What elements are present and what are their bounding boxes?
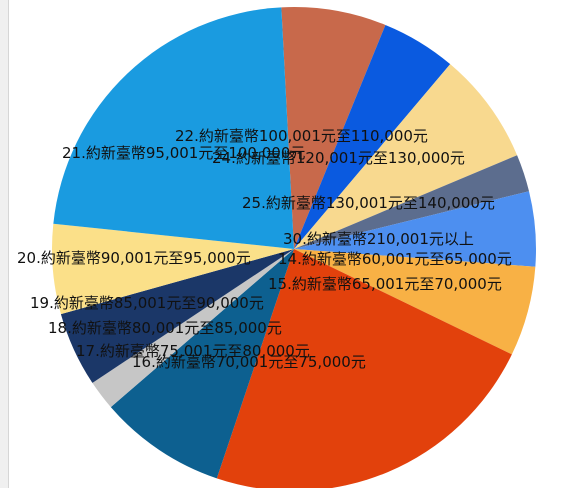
pie-slice[interactable]: [216, 249, 512, 488]
pie-slice[interactable]: [294, 64, 518, 249]
slice-label: 25.約新臺幣130,001元至140,000元: [242, 194, 495, 212]
pie-slice[interactable]: [294, 249, 536, 355]
slice-label: 21.約新臺幣95,001元至100,000元: [62, 144, 305, 162]
slice-label: 16.約新臺幣70,001元至75,000元: [132, 353, 366, 371]
slice-label: 19.約新臺幣85,001元至90,000元: [30, 294, 264, 312]
pie-slice[interactable]: [53, 7, 294, 249]
pie-slice[interactable]: [110, 249, 294, 479]
pie-slice[interactable]: [52, 223, 295, 315]
pie-labels: 22.約新臺幣100,001元至110,000元 24.約新臺幣120,001元至…: [17, 127, 512, 371]
slice-label: 14.約新臺幣60,001元至65,000元: [278, 250, 512, 268]
slice-label: 17.約新臺幣75,001元至80,000元: [76, 342, 310, 360]
pie-slice[interactable]: [92, 249, 295, 408]
slice-label: 18.約新臺幣80,001元至85,000元: [48, 319, 282, 337]
pie-slice[interactable]: [294, 24, 451, 249]
pie-slice[interactable]: [294, 155, 530, 249]
window-left-border: [0, 0, 9, 488]
pie-slice[interactable]: [281, 6, 386, 250]
pie-slice[interactable]: [294, 191, 536, 267]
slice-label: 24.約新臺幣120,001元至130,000元: [212, 149, 465, 167]
pie-slices: [52, 6, 536, 488]
slice-label: 15.約新臺幣65,001元至70,000元: [268, 275, 502, 293]
slice-label: 20.約新臺幣90,001元至95,000元: [17, 249, 251, 267]
pie-slice[interactable]: [60, 249, 294, 383]
slice-label: 22.約新臺幣100,001元至110,000元: [175, 127, 428, 145]
slice-label: 30.約新臺幣210,001元以上: [283, 230, 474, 248]
